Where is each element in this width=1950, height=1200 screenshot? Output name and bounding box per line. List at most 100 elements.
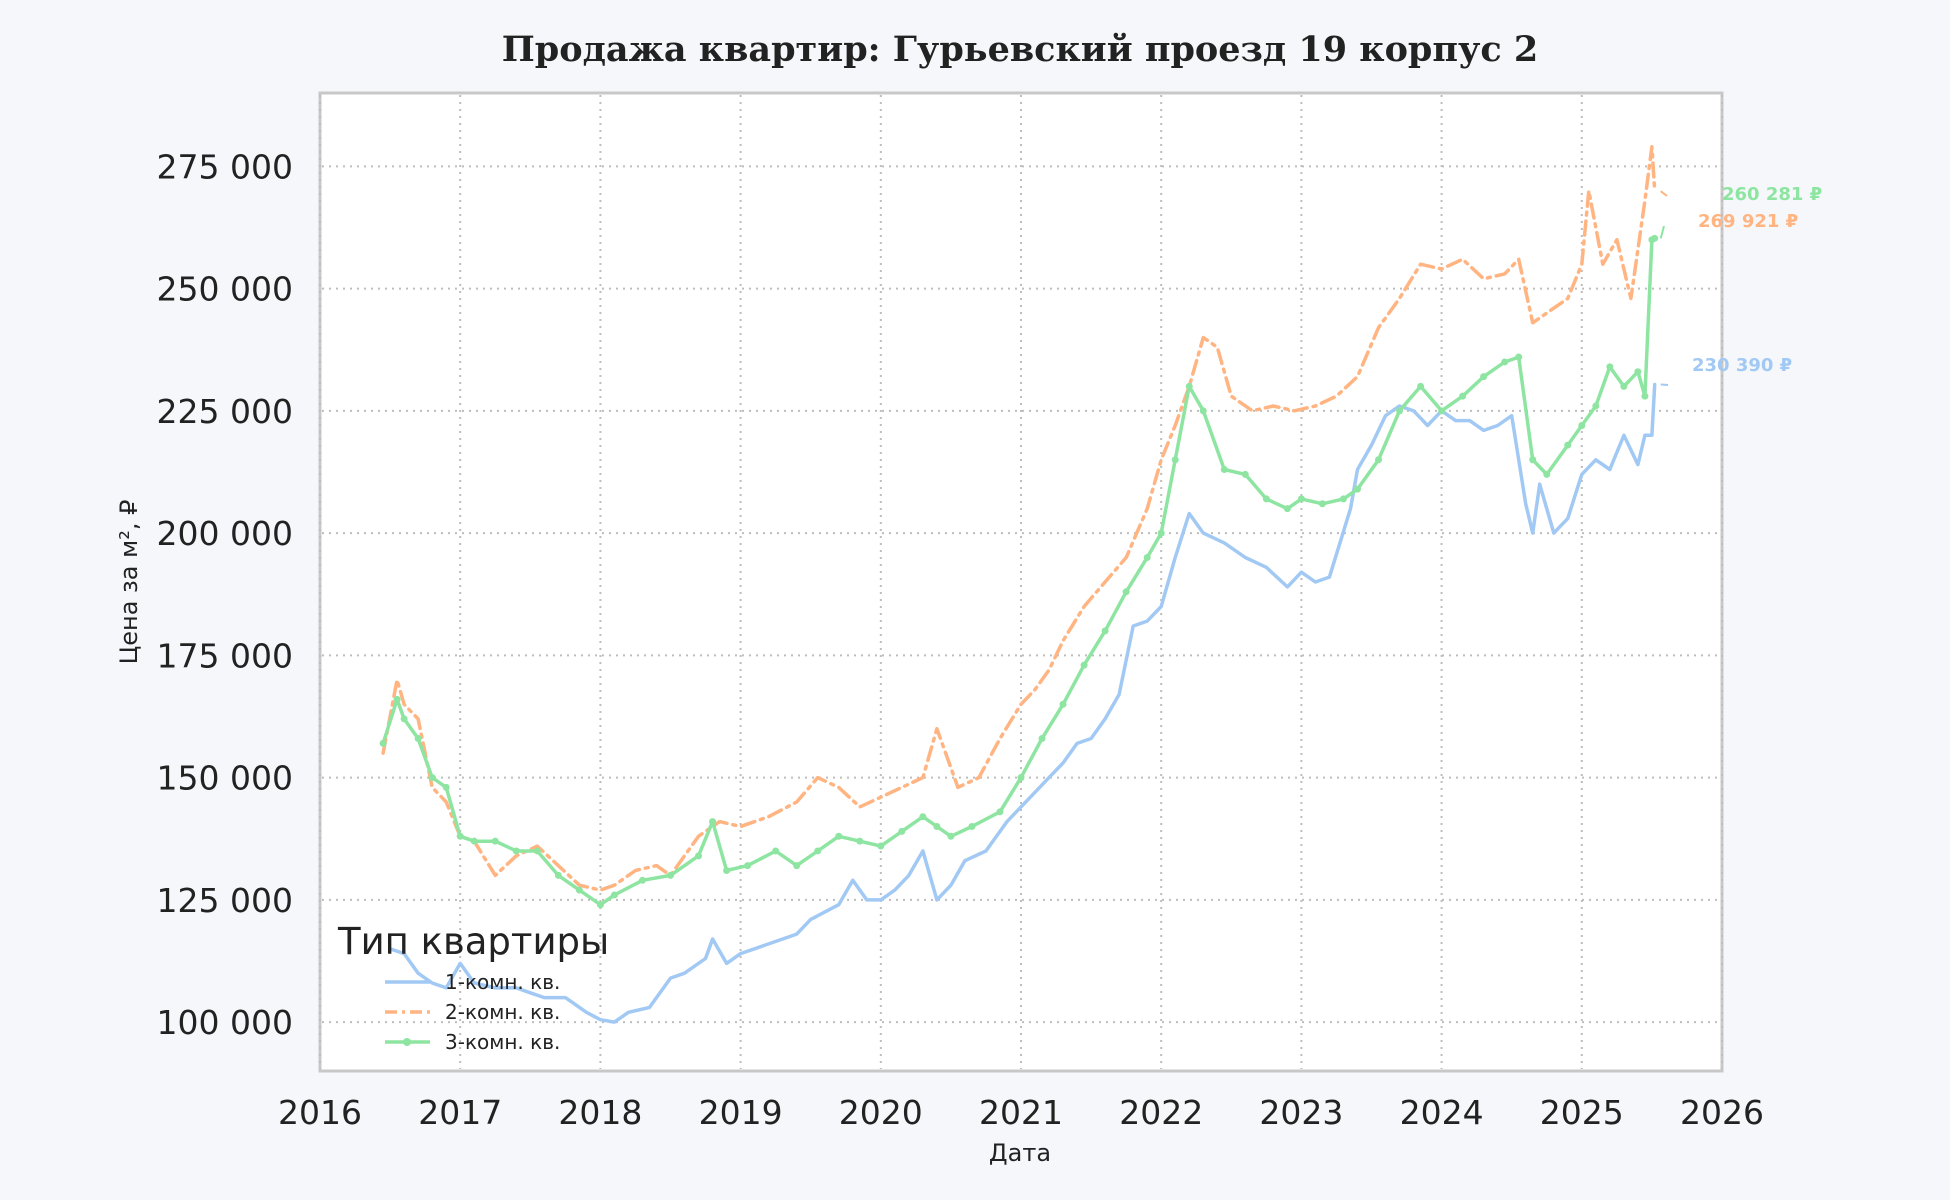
annotation-arrow-2 <box>1660 190 1668 197</box>
legend-label-3: 3-комн. кв. <box>445 1030 560 1054</box>
x-tick-label: 2018 <box>558 1093 642 1132</box>
series-3-marker <box>1651 234 1659 242</box>
series-3-marker <box>1241 470 1249 478</box>
series-3-marker <box>1143 554 1151 562</box>
annotation-arrow-3 <box>1659 225 1665 239</box>
series-3-marker <box>491 837 499 845</box>
series-3-marker <box>1080 661 1088 669</box>
chart-title: Продажа квартир: Гурьевский проезд 19 ко… <box>502 29 1539 70</box>
series-line-2 <box>381 145 1657 892</box>
series-3-marker <box>1634 368 1642 376</box>
series-3-marker <box>1353 485 1361 493</box>
x-tick-label: 2021 <box>979 1093 1063 1132</box>
series-3-marker <box>996 808 1004 816</box>
series-group <box>379 145 1659 1024</box>
y-tick-label: 100 000 <box>157 1003 293 1042</box>
y-tick-label: 275 000 <box>157 147 293 186</box>
series-3-marker <box>512 847 520 855</box>
series-3-marker <box>1059 700 1067 708</box>
series-3-marker <box>947 832 955 840</box>
series-3-marker <box>1101 627 1109 635</box>
series-3-marker <box>1185 382 1193 390</box>
series-3-marker <box>709 818 717 826</box>
series-3-marker <box>379 739 387 747</box>
series-3-marker <box>1375 456 1383 464</box>
series-3-marker <box>1543 470 1551 478</box>
series-3-marker <box>1171 456 1179 464</box>
series-3-marker <box>898 827 906 835</box>
series-3-marker <box>1262 495 1270 503</box>
x-tick-label: 2026 <box>1680 1093 1764 1132</box>
series-3-marker <box>575 886 583 894</box>
series-3-marker <box>442 783 450 791</box>
series-3-marker <box>744 862 752 870</box>
series-3-marker <box>1199 407 1207 415</box>
series-3-marker <box>1283 505 1291 513</box>
x-tick-label: 2016 <box>278 1093 362 1132</box>
series-3-marker <box>1620 382 1628 390</box>
series-3-marker <box>1017 774 1025 782</box>
series-3-marker <box>554 871 562 879</box>
series-3-marker <box>1578 422 1586 430</box>
series-3-marker <box>793 862 801 870</box>
series-3-marker <box>610 891 618 899</box>
series-3-marker <box>596 901 604 909</box>
series-3-marker <box>638 876 646 884</box>
axis-ticks: 2016 2017 2018 2019 2020 2021 2022 2023 2024 2025… <box>157 147 1764 1132</box>
annotation-label-3: 260 281 ₽ <box>1722 184 1822 205</box>
y-tick-label: 225 000 <box>157 392 293 431</box>
series-3-marker <box>1297 495 1305 503</box>
series-3-marker <box>1220 466 1228 474</box>
series-3-marker <box>877 842 885 850</box>
x-tick-label: 2019 <box>699 1093 783 1132</box>
series-3-marker <box>1417 382 1425 390</box>
series-3-marker <box>1641 392 1649 400</box>
series-3-marker <box>856 837 864 845</box>
series-3-marker <box>814 847 822 855</box>
annotation-label-2: 269 921 ₽ <box>1698 211 1798 232</box>
series-3-marker <box>968 823 976 830</box>
series-3-marker <box>772 847 780 855</box>
annotations: 230 390 ₽ 269 921 ₽ 260 281 ₽ <box>1659 184 1822 386</box>
series-3-marker <box>1515 353 1523 361</box>
series-3-marker <box>1606 363 1614 371</box>
series-3-marker <box>933 823 941 830</box>
series-3-marker <box>400 715 408 723</box>
x-tick-label: 2024 <box>1400 1093 1484 1132</box>
x-tick-label: 2022 <box>1119 1093 1203 1132</box>
series-3-marker <box>1339 495 1347 503</box>
legend: Тип квартиры 1-комн. кв. 2-комн. кв. 3-ком… <box>337 920 609 1054</box>
series-3-marker <box>1396 407 1404 415</box>
series-3-marker <box>919 813 927 821</box>
series-3-marker <box>695 852 703 860</box>
annotation-arrow-1 <box>1660 383 1669 386</box>
series-3-marker <box>428 774 436 782</box>
series-3-marker <box>835 832 843 840</box>
x-tick-label: 2023 <box>1259 1093 1343 1132</box>
series-3-marker <box>1157 529 1165 537</box>
y-tick-label: 125 000 <box>157 881 293 920</box>
series-3-marker <box>1564 441 1572 449</box>
series-3-marker <box>1592 402 1600 410</box>
series-3-marker <box>456 832 464 840</box>
series-3-marker <box>414 734 422 742</box>
x-tick-label: 2025 <box>1540 1093 1624 1132</box>
y-tick-label: 200 000 <box>157 514 293 553</box>
series-3-marker <box>1318 500 1326 508</box>
legend-title: Тип квартиры <box>337 920 609 963</box>
series-3-marker <box>1038 734 1046 742</box>
legend-label-2: 2-комн. кв. <box>445 1000 560 1024</box>
series-3-marker <box>470 837 478 845</box>
series-3-marker <box>1529 456 1537 464</box>
series-3-marker <box>1480 373 1488 381</box>
legend-label-1: 1-комн. кв. <box>445 970 560 994</box>
y-tick-label: 150 000 <box>157 759 293 798</box>
x-tick-label: 2017 <box>418 1093 502 1132</box>
series-3-marker <box>1459 392 1467 400</box>
annotation-label-1: 230 390 ₽ <box>1692 355 1792 376</box>
series-3-marker <box>1122 588 1130 596</box>
series-3-marker <box>533 847 541 855</box>
x-axis-label: Дата <box>989 1139 1051 1167</box>
